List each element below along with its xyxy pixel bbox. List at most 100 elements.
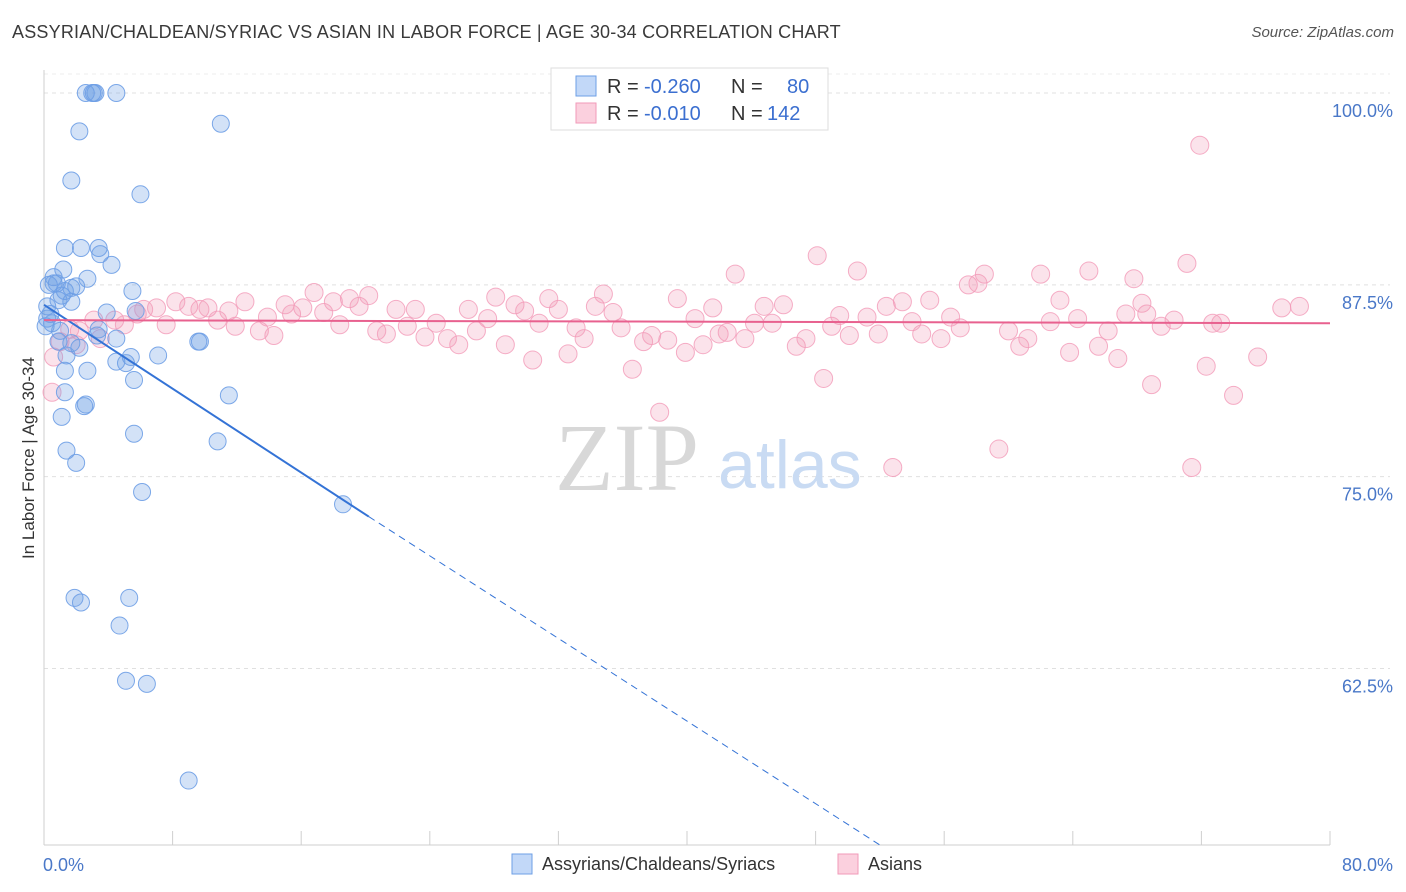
asian-point (426, 313, 446, 333)
legend-n-label-2: N = (731, 103, 763, 125)
assyrian-point (49, 291, 68, 310)
asian-point (830, 306, 850, 326)
asian-point (156, 315, 176, 335)
asian-point (566, 318, 586, 338)
assyrian-point (57, 346, 76, 365)
assyrian-point (125, 371, 144, 389)
asian-point (1089, 336, 1109, 356)
y-tick-label: 100.0% (1332, 101, 1393, 121)
assyrian-point (211, 114, 230, 133)
asian-point (147, 298, 167, 318)
asian-point (1248, 347, 1268, 367)
legend-r-value-1: -0.260 (644, 76, 701, 98)
asian-point (179, 296, 199, 316)
asian-point (693, 335, 713, 355)
assyrian-point (116, 671, 135, 690)
assyrian-point (107, 329, 126, 348)
asian-point (397, 316, 417, 336)
axes (43, 70, 1331, 846)
asian-point (912, 324, 932, 344)
assyrian-point (97, 303, 116, 322)
series-legend: Assyrians/Chaldeans/Syriacs Asians (511, 853, 922, 875)
asian-point (539, 289, 559, 309)
asian-point (968, 273, 988, 293)
y-axis-title: In Labor Force | Age 30-34 (19, 357, 38, 559)
asian-point (1010, 336, 1030, 356)
asian-point (650, 402, 670, 422)
asian-point (1124, 269, 1144, 289)
asian-point (847, 261, 867, 281)
asian-point (486, 287, 506, 307)
asian-point (458, 299, 478, 319)
asian-point (1182, 457, 1202, 477)
asian-point (415, 327, 435, 347)
asian-point (658, 330, 678, 350)
asian-point (1116, 304, 1136, 324)
assyrian-point (67, 277, 86, 296)
assyrian-point (110, 616, 129, 635)
assyrian-point (55, 239, 74, 258)
asian-point (1098, 321, 1118, 341)
asian-point (386, 299, 406, 319)
asian-point (574, 329, 594, 349)
assyrian-point (89, 239, 108, 258)
assyrian-point (49, 332, 68, 351)
assyrian-point (102, 255, 121, 274)
asian-point (1031, 264, 1051, 284)
asian-point (868, 324, 888, 344)
legend-r-label-2: R = (607, 103, 639, 125)
asian-point (478, 309, 498, 329)
assyrian-point (179, 771, 198, 790)
asian-point (762, 313, 782, 333)
asian-point (1079, 261, 1099, 281)
assyrian-trend-extension (368, 516, 881, 846)
assyrian-point (126, 301, 145, 320)
asian-point (257, 307, 277, 327)
asian-point (958, 275, 978, 295)
asian-point (814, 368, 834, 388)
asian-point (703, 298, 723, 318)
chart-title: ASSYRIAN/CHALDEAN/SYRIAC VS ASIAN IN LAB… (12, 22, 841, 42)
asian-point (405, 299, 425, 319)
assyrian-point (123, 281, 142, 300)
assyrian-point (91, 245, 110, 264)
asian-point (190, 299, 210, 319)
asian-point (1177, 253, 1197, 273)
asian-trend-line (43, 319, 1331, 325)
asian-point (725, 264, 745, 284)
asian-point (90, 329, 110, 349)
asian-point (999, 321, 1018, 341)
asian-point (593, 284, 613, 304)
assyrian-point (131, 185, 150, 204)
trend-lines (43, 303, 1331, 846)
assyrian-point (88, 326, 107, 345)
asian-point (642, 325, 662, 345)
assyrian-point (137, 674, 156, 693)
assyrian-point (78, 361, 97, 380)
bottom-legend-swatch-pink (837, 853, 859, 875)
asian-point (1068, 309, 1088, 329)
asian-point (1272, 298, 1292, 318)
asian-point (505, 295, 525, 315)
x-tick-label-min: 0.0% (43, 855, 84, 875)
asian-point (1132, 293, 1152, 313)
asian-point (1224, 385, 1244, 405)
assyrian-point (62, 292, 81, 311)
asian-point (735, 329, 755, 349)
asian-point (339, 289, 359, 309)
assyrian-point (67, 453, 86, 472)
asian-point (323, 292, 343, 312)
asian-point (42, 382, 62, 402)
asian-point (548, 299, 568, 319)
assyrian-point (190, 332, 209, 351)
assyrian-trend-line (43, 303, 370, 518)
asian-point (1142, 375, 1162, 395)
asian-point (974, 264, 994, 284)
asian-point (437, 329, 457, 349)
source-label: Source: ZipAtlas.com (1251, 24, 1394, 41)
asian-point (166, 292, 186, 312)
x-tick-label-max: 80.0% (1342, 855, 1393, 875)
legend-swatch-pink (575, 102, 597, 124)
asian-point (807, 246, 827, 266)
